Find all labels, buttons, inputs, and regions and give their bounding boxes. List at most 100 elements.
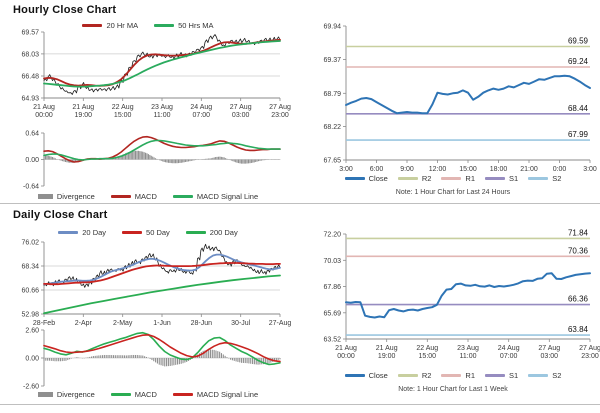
svg-text:15:00: 15:00 bbox=[419, 353, 437, 360]
svg-text:67.99: 67.99 bbox=[568, 130, 589, 139]
legend-item-20-day: 20 Day bbox=[58, 228, 106, 237]
legend-label: MACD bbox=[134, 192, 157, 201]
legend-label: 50 Hrs MA bbox=[178, 21, 214, 30]
legend-item-r2: R2 bbox=[397, 371, 432, 380]
svg-text:19:00: 19:00 bbox=[378, 353, 396, 360]
svg-text:68.22: 68.22 bbox=[323, 124, 341, 131]
svg-text:18:00: 18:00 bbox=[490, 166, 508, 173]
legend-label: S1 bbox=[509, 174, 519, 183]
line-swatch bbox=[441, 177, 462, 180]
line-swatch bbox=[185, 231, 206, 234]
svg-text:24 Aug: 24 Aug bbox=[190, 104, 212, 111]
legend-item-r1: R1 bbox=[441, 371, 475, 380]
legend-label: 50 Day bbox=[146, 228, 170, 237]
svg-text:-0.64: -0.64 bbox=[23, 184, 39, 191]
legend-label: R2 bbox=[421, 371, 432, 380]
svg-text:15:00: 15:00 bbox=[459, 166, 477, 173]
svg-text:00:00: 00:00 bbox=[35, 112, 53, 119]
svg-text:68.44: 68.44 bbox=[568, 104, 589, 113]
svg-text:27 Aug: 27 Aug bbox=[230, 104, 252, 111]
svg-text:0.00: 0.00 bbox=[25, 157, 39, 164]
svg-text:3:00: 3:00 bbox=[583, 166, 597, 173]
line-swatch bbox=[172, 195, 193, 198]
svg-text:64.93: 64.93 bbox=[21, 96, 39, 103]
daily-section-title: Daily Close Chart bbox=[13, 209, 108, 221]
legend-item-s2: S2 bbox=[528, 371, 561, 380]
legend-item-s2: S2 bbox=[528, 174, 561, 183]
hourly-section-title: Hourly Close Chart bbox=[13, 4, 117, 16]
line-swatch bbox=[122, 231, 143, 234]
svg-text:21 Aug: 21 Aug bbox=[33, 104, 55, 111]
legend-item-20-hr-ma: 20 Hr MA bbox=[82, 21, 138, 30]
legend-label: R1 bbox=[465, 371, 475, 380]
line-swatch bbox=[485, 177, 505, 180]
svg-text:71.84: 71.84 bbox=[568, 228, 589, 237]
svg-text:21 Aug: 21 Aug bbox=[72, 104, 94, 111]
line-swatch bbox=[154, 24, 175, 27]
legend-label: Close bbox=[368, 371, 388, 380]
svg-text:07:00: 07:00 bbox=[193, 112, 211, 119]
hourly-sr-legend: Close R2 R1 S1 S2 bbox=[308, 174, 598, 183]
legend-label: Divergence bbox=[56, 192, 95, 201]
legend-item-macd-signal-line: MACD Signal Line bbox=[172, 192, 258, 201]
svg-text:-2.60: -2.60 bbox=[23, 384, 39, 391]
svg-text:30-Jul: 30-Jul bbox=[231, 320, 251, 327]
svg-text:66.48: 66.48 bbox=[21, 74, 39, 81]
svg-text:27-Aug: 27-Aug bbox=[269, 320, 292, 327]
legend-item-close: Close bbox=[344, 371, 388, 380]
svg-text:68.03: 68.03 bbox=[21, 51, 39, 58]
svg-text:3:00: 3:00 bbox=[339, 166, 353, 173]
svg-text:69.57: 69.57 bbox=[21, 30, 39, 37]
svg-text:22 Aug: 22 Aug bbox=[112, 104, 134, 111]
svg-text:2-Apr: 2-Apr bbox=[75, 320, 93, 327]
svg-text:2.60: 2.60 bbox=[25, 328, 39, 335]
legend-label: S1 bbox=[509, 371, 519, 380]
svg-text:23:00: 23:00 bbox=[271, 112, 289, 119]
svg-text:6:00: 6:00 bbox=[370, 166, 384, 173]
legend-item-50-hrs-ma: 50 Hrs MA bbox=[154, 21, 214, 30]
legend-item-r2: R2 bbox=[397, 174, 431, 183]
hourly-macd-chart: 0.64 0.00 -0.64 bbox=[23, 131, 281, 191]
svg-text:28-Feb: 28-Feb bbox=[33, 320, 55, 327]
svg-text:66.36: 66.36 bbox=[568, 295, 589, 304]
legend-label: 200 Day bbox=[209, 228, 238, 237]
svg-text:27 Aug: 27 Aug bbox=[538, 345, 560, 352]
svg-text:68.34: 68.34 bbox=[21, 264, 39, 271]
daily-ma-legend: 20 Day 50 Day 200 Day bbox=[8, 228, 288, 237]
line-swatch bbox=[110, 195, 131, 198]
legend-item-50-day: 50 Day bbox=[122, 228, 170, 237]
line-swatch bbox=[172, 393, 193, 396]
legend-label: Divergence bbox=[56, 390, 95, 399]
svg-text:69.94: 69.94 bbox=[323, 24, 341, 31]
svg-text:12:00: 12:00 bbox=[429, 166, 447, 173]
legend-item-s1: S1 bbox=[485, 174, 518, 183]
daily-macd-legend: Divergence MACD MACD Signal Line bbox=[8, 390, 288, 399]
svg-text:1-Jun: 1-Jun bbox=[153, 320, 171, 327]
svg-text:03:00: 03:00 bbox=[541, 353, 559, 360]
line-swatch bbox=[344, 374, 365, 377]
legend-label: S2 bbox=[552, 174, 562, 183]
hourly-macd-legend: Divergence MACD MACD Signal Line bbox=[8, 192, 288, 201]
svg-text:24 Aug: 24 Aug bbox=[498, 345, 520, 352]
svg-text:23 Aug: 23 Aug bbox=[151, 104, 173, 111]
hourly-sr-note: Note: 1 Hour Chart for Last 24 Hours bbox=[395, 189, 511, 196]
line-swatch bbox=[397, 177, 418, 180]
bottom-divider bbox=[0, 404, 600, 405]
line-swatch bbox=[110, 393, 131, 396]
legend-item-divergence: Divergence bbox=[37, 390, 95, 399]
svg-text:2-May: 2-May bbox=[113, 320, 133, 327]
weekly-sr-note: Note: 1 Hour Chart for Last 1 Week bbox=[398, 386, 508, 393]
svg-text:52.98: 52.98 bbox=[21, 312, 39, 319]
legend-item-r1: R1 bbox=[441, 174, 475, 183]
svg-text:67.65: 67.65 bbox=[323, 158, 341, 165]
svg-text:00:00: 00:00 bbox=[337, 353, 355, 360]
line-swatch bbox=[397, 374, 418, 377]
svg-text:63.84: 63.84 bbox=[568, 325, 589, 334]
svg-text:07:00: 07:00 bbox=[500, 353, 518, 360]
svg-text:11:00: 11:00 bbox=[154, 112, 171, 119]
